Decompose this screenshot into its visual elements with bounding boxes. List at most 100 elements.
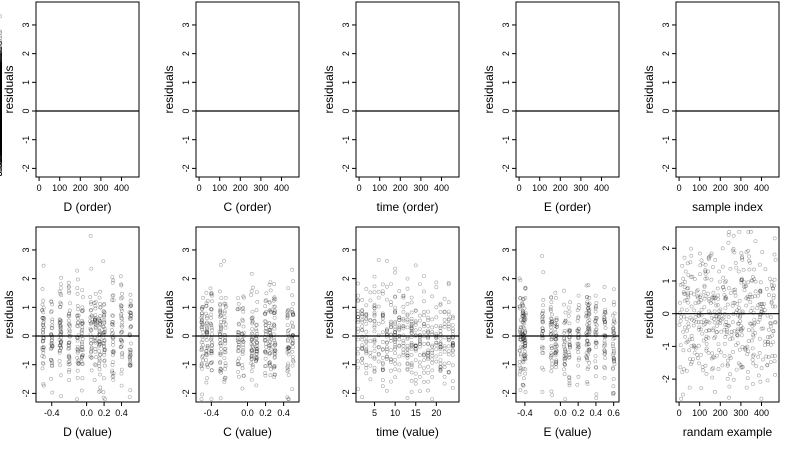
data-point: [0, 122, 2, 127]
data-point: [0, 151, 2, 156]
data-point: [0, 96, 2, 101]
data-point: [0, 107, 2, 112]
data-point: [0, 116, 2, 121]
data-point: [0, 132, 2, 136]
data-point: [0, 144, 2, 149]
data-point: [0, 112, 2, 117]
data-point: [0, 126, 2, 131]
data-point: [0, 91, 2, 96]
data-point: [0, 126, 2, 131]
data-point: [0, 113, 2, 118]
y-axis-label: residuals: [2, 65, 16, 113]
y-tick-label: -1: [181, 361, 191, 369]
data-point: [0, 150, 2, 154]
data-point: [0, 129, 2, 134]
data-point: [0, 107, 2, 112]
data-point: [0, 122, 2, 127]
data-point: [0, 112, 2, 117]
data-point: [0, 135, 2, 139]
data-point: [0, 131, 2, 135]
data-point: [0, 111, 2, 115]
data-point: [0, 103, 2, 107]
data-point: [0, 134, 2, 138]
data-point: [0, 144, 2, 148]
data-point: [0, 155, 2, 159]
data-point: [0, 108, 2, 112]
data-point: [0, 139, 2, 144]
data-point: [0, 111, 2, 116]
data-point: [0, 71, 2, 75]
data-point: [98, 352, 103, 357]
data-point: [0, 100, 2, 105]
data-point: [0, 81, 2, 85]
data-point: [0, 124, 2, 128]
data-point: [0, 116, 2, 120]
data-point: [0, 102, 2, 107]
data-point: [0, 104, 2, 108]
data-point: [0, 133, 2, 138]
data-point: [0, 51, 2, 56]
data-point: [0, 118, 2, 123]
data-point: [0, 84, 2, 88]
data-point: [0, 62, 2, 67]
data-point: [0, 101, 2, 106]
data-point: [0, 126, 2, 131]
data-point: [0, 112, 2, 117]
data-point: [0, 99, 2, 104]
data-point: [0, 86, 2, 90]
data-point: [0, 79, 2, 83]
data-point: [0, 114, 2, 119]
data-point: [0, 83, 2, 88]
data-point: [0, 95, 2, 100]
data-point: [0, 78, 2, 83]
data-point: [0, 87, 2, 92]
data-point: [0, 75, 2, 79]
data-point: [0, 106, 2, 111]
data-point: [0, 154, 2, 158]
data-point: [0, 63, 2, 68]
data-point: [0, 78, 2, 83]
data-point: [0, 112, 2, 116]
data-point: [0, 89, 2, 93]
data-point: [0, 69, 2, 73]
data-point: [0, 70, 2, 74]
data-point: [0, 105, 2, 110]
data-point: [0, 94, 2, 98]
data-point: [0, 138, 2, 142]
y-tick-label: 1: [661, 278, 671, 283]
data-point: [41, 330, 45, 335]
data-point: [0, 53, 2, 58]
data-point: [0, 106, 2, 110]
data-point: [0, 56, 2, 61]
data-point: [0, 106, 2, 111]
data-point: [0, 137, 2, 142]
data-point: [0, 99, 2, 103]
data-point: [0, 122, 2, 127]
data-point: [0, 93, 2, 97]
data-point: [0, 73, 2, 77]
y-tick-label: -2: [181, 164, 191, 172]
data-point: [0, 136, 2, 141]
data-point: [0, 108, 2, 113]
data-point: [0, 155, 2, 159]
data-point: [0, 101, 2, 106]
data-point: [0, 114, 2, 119]
data-point: [0, 118, 2, 123]
data-point: [0, 99, 2, 104]
data-point: [0, 138, 2, 143]
data-point: [0, 128, 2, 132]
data-point: [0, 119, 2, 124]
data-point: [0, 99, 2, 104]
data-point: [0, 103, 2, 107]
data-point: [0, 138, 2, 143]
data-point: [0, 123, 2, 128]
data-point: [0, 93, 2, 97]
data-point: [0, 139, 2, 143]
data-point: [0, 133, 2, 137]
data-point: [0, 114, 2, 118]
data-point: [0, 133, 2, 138]
data-point: [0, 51, 2, 56]
data-point: [0, 126, 2, 131]
data-point: [0, 105, 2, 109]
